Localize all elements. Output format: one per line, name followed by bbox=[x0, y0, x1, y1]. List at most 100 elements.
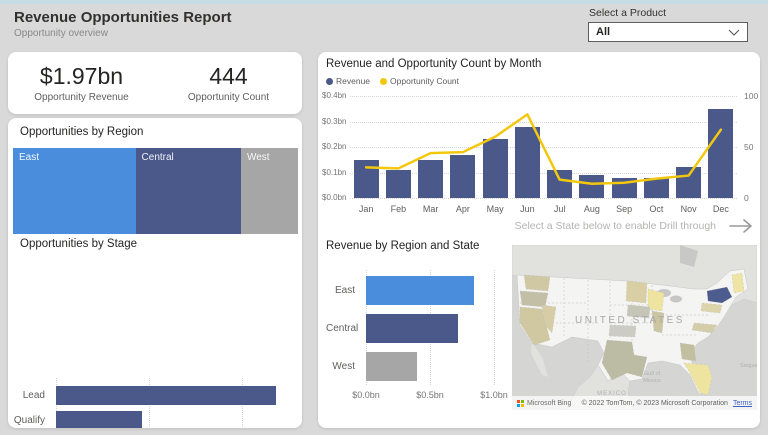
page-title: Revenue Opportunities Report bbox=[14, 9, 232, 26]
x-axis-label-nov: Nov bbox=[680, 204, 697, 214]
treemap-segment-east[interactable]: East bbox=[13, 148, 136, 234]
gridline bbox=[350, 121, 737, 123]
category-label-central: Central bbox=[326, 323, 359, 334]
legend-label: Revenue bbox=[336, 76, 371, 86]
y2-axis-label: 0 bbox=[744, 193, 749, 203]
treemap-segment-label: East bbox=[19, 152, 40, 163]
gridline bbox=[350, 172, 737, 174]
stage-chart-title: Opportunities by Stage bbox=[20, 238, 137, 250]
map-great-lakes-2 bbox=[670, 295, 682, 303]
bar-jan[interactable] bbox=[353, 159, 379, 198]
x-axis-label-apr: Apr bbox=[455, 204, 470, 214]
bar-may[interactable] bbox=[482, 139, 508, 198]
x-axis-label-may: May bbox=[486, 204, 504, 214]
legend-label: Opportunity Count bbox=[390, 76, 460, 86]
treemap-segment-label: Central bbox=[141, 152, 174, 163]
bar-dec[interactable] bbox=[708, 108, 734, 198]
bar-feb[interactable] bbox=[385, 169, 411, 198]
kpi-count-value: 444 bbox=[209, 63, 248, 89]
opportunity-count-line bbox=[364, 113, 723, 185]
bar-nov[interactable] bbox=[676, 167, 702, 198]
gridline bbox=[350, 198, 737, 199]
y-axis-label: $0.0bn bbox=[322, 193, 347, 202]
map-state-texas bbox=[601, 339, 648, 381]
map-state-georgia bbox=[679, 342, 697, 362]
map-highlighted-states[interactable] bbox=[519, 272, 745, 396]
combo-chart-title: Revenue and Opportunity Count by Month bbox=[326, 58, 542, 70]
kpi-count-label: Opportunity Count bbox=[187, 92, 270, 103]
map-attribution-bar: Microsoft Bing © 2022 TomTom, © 2023 Mic… bbox=[512, 396, 757, 410]
x-axis-tick-label: $0.0bn bbox=[352, 390, 380, 400]
bing-label: Microsoft Bing bbox=[527, 399, 572, 407]
x-axis-label-dec: Dec bbox=[712, 204, 729, 214]
map-state-illinois bbox=[651, 310, 665, 334]
map-state-pennsylvania bbox=[700, 302, 723, 314]
map-state-wisconsin bbox=[647, 288, 665, 312]
bar-apr[interactable] bbox=[450, 154, 476, 198]
map-state-iowa bbox=[626, 304, 651, 319]
map-label-gulf-1: Gulf of bbox=[644, 371, 661, 377]
bar-mar[interactable] bbox=[418, 159, 444, 198]
drill-through-text: Select a State below to enable Drill thr… bbox=[514, 220, 716, 232]
bar-oct[interactable] bbox=[643, 177, 669, 198]
map-state-new-york bbox=[706, 286, 733, 304]
bar-east[interactable] bbox=[366, 276, 474, 305]
map-state-oregon bbox=[519, 290, 549, 308]
combo-chart-legend: Revenue Opportunity Count bbox=[326, 76, 469, 86]
map-state-minnesota bbox=[625, 280, 648, 304]
legend-item-revenue[interactable]: Revenue bbox=[326, 76, 370, 86]
treemap-title: Opportunities by Region bbox=[20, 126, 144, 138]
kpi-card: $1.97bn Opportunity Revenue 444 Opportun… bbox=[8, 52, 302, 114]
category-label-qualify: Qualify bbox=[13, 415, 45, 426]
kpi-opportunity-count[interactable]: 444 Opportunity Count bbox=[155, 52, 302, 114]
us-choropleth-map[interactable]: UNITED STATES Gulf of Mexico MEXICO Sarg… bbox=[512, 245, 757, 410]
bar-jun[interactable] bbox=[514, 126, 540, 198]
bar-aug[interactable] bbox=[579, 175, 605, 198]
combo-chart: $0.0bn $0.1bn $0.2bn $0.3bn $0.4bn 0 50 100 Jan F… bbox=[322, 91, 759, 224]
map-terms-link[interactable]: Terms bbox=[732, 399, 752, 407]
region-bar-chart: $0.0bn $0.5bn $1.0bn East Central West bbox=[326, 270, 508, 410]
y-axis-label: $0.3bn bbox=[322, 116, 347, 126]
x-axis-label-mar: Mar bbox=[422, 204, 439, 214]
map-state-kansas bbox=[608, 324, 637, 338]
x-axis-label-jun: Jun bbox=[520, 204, 535, 214]
map-state-virginia bbox=[691, 322, 718, 334]
bar-jul[interactable] bbox=[547, 169, 573, 198]
map-baja bbox=[531, 343, 548, 377]
gridline bbox=[494, 270, 495, 385]
treemap-segment-central[interactable]: Central bbox=[135, 148, 241, 234]
bar-central[interactable] bbox=[366, 314, 459, 343]
category-label-east: East bbox=[334, 285, 355, 296]
x-axis-label-feb: Feb bbox=[390, 204, 407, 214]
legend-item-opportunity-count[interactable]: Opportunity Count bbox=[380, 76, 459, 86]
region-chart-title: Revenue by Region and State bbox=[326, 240, 480, 252]
y-axis-label: $0.1bn bbox=[322, 167, 347, 177]
top-accent-bar bbox=[0, 0, 768, 4]
kpi-revenue-label: Opportunity Revenue bbox=[34, 92, 129, 103]
bing-logo: Microsoft Bing bbox=[517, 399, 572, 407]
kpi-revenue-value: $1.97bn bbox=[39, 63, 124, 89]
map-state-nevada bbox=[541, 304, 557, 334]
product-filter-dropdown[interactable]: All bbox=[588, 22, 748, 42]
left-visuals-card: Opportunities by Region East Central West … bbox=[8, 118, 302, 428]
bar-lead[interactable] bbox=[56, 386, 277, 405]
x-axis-label-aug: Aug bbox=[583, 204, 600, 214]
map-state-maine bbox=[731, 272, 745, 294]
map-hudson-bay bbox=[680, 245, 698, 267]
x-axis-label-oct: Oct bbox=[649, 204, 664, 214]
treemap-segment-west[interactable]: West bbox=[240, 148, 298, 234]
category-label-west: West bbox=[332, 361, 355, 372]
bar-west[interactable] bbox=[366, 352, 418, 381]
y2-axis-label: 100 bbox=[744, 91, 759, 101]
kpi-opportunity-revenue[interactable]: $1.97bn Opportunity Revenue bbox=[8, 52, 155, 114]
category-label-lead: Lead bbox=[22, 390, 45, 401]
arrow-right-icon[interactable] bbox=[728, 218, 754, 234]
map-label-mexico: MEXICO bbox=[597, 391, 627, 397]
product-filter-value: All bbox=[596, 26, 611, 38]
bar-qualify[interactable] bbox=[56, 411, 143, 428]
x-axis-tick-label: $1.0bn bbox=[480, 390, 508, 400]
chevron-down-icon bbox=[728, 29, 740, 36]
right-visuals-card: Revenue and Opportunity Count by Month R… bbox=[318, 52, 760, 428]
x-axis-label-jul: Jul bbox=[553, 204, 566, 214]
